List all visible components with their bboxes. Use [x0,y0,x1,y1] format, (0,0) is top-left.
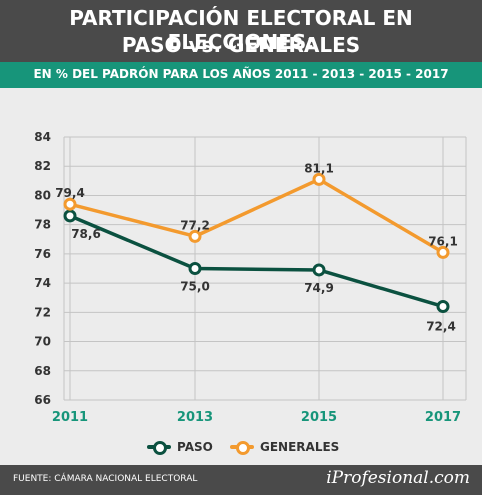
y-tick-label: 70 [34,335,51,349]
data-point-paso [312,263,326,277]
y-tick-label: 66 [34,393,51,407]
data-point-paso [436,299,450,313]
y-tick-label: 76 [34,247,51,261]
data-label-paso: 78,6 [71,227,101,241]
subtitle: EN % DEL PADRÓN PARA LOS AÑOS 2011 - 201… [33,67,449,81]
title-line-1: PARTICIPACIÓN ELECTORAL EN ELECCIONES: [69,6,413,54]
data-point-paso [188,262,202,275]
legend-swatch-generales [230,440,254,455]
data-point-generales [312,172,326,186]
data-label-generales: 77,2 [180,218,210,232]
data-label-paso: 75,0 [180,280,210,294]
y-tick-label: 82 [34,159,51,173]
y-tick-label: 72 [34,305,51,319]
y-tick-label: 80 [34,188,51,202]
source-note: FUENTE: CÁMARA NACIONAL ELECTORAL [13,474,198,484]
subtitle-bar [0,62,482,88]
data-point-generales [436,245,450,259]
data-label-paso: 72,4 [426,319,456,333]
data-point-paso [63,209,77,223]
x-tick-label: 2015 [301,410,337,425]
x-tick-label: 2011 [52,410,88,425]
line-chart: 66 68 70 72 74 76 78 80 82 84 2011 2013 2015 2017 78,6… [34,130,467,425]
series-line-paso [69,214,444,309]
legend-label-paso: PASO [177,440,213,454]
footer-bar [0,465,482,495]
legend-label-generales: GENERALES [260,440,340,454]
data-label-generales: 76,1 [428,234,458,248]
y-tick-label: 84 [34,130,51,144]
data-label-generales: 81,1 [304,161,334,175]
x-tick-label: 2013 [177,410,213,425]
y-tick-label: 78 [34,218,51,232]
legend-swatch-paso [147,440,171,455]
data-point-generales [63,197,77,211]
data-label-paso: 74,9 [304,281,334,295]
y-tick-label: 74 [34,276,51,290]
title-line-2: PASO vs. GENERALES [121,33,361,57]
x-tick-label: 2017 [425,410,461,425]
data-point-generales [188,229,202,243]
series-line-generales [69,177,444,254]
y-tick-label: 68 [34,364,51,378]
legend-item-generales: GENERALES [230,438,339,456]
brand-logo: iProfesional.com [326,468,470,488]
legend-item-paso: PASO [147,438,213,456]
header-bar [0,0,482,62]
data-label-generales: 79,4 [55,186,85,200]
